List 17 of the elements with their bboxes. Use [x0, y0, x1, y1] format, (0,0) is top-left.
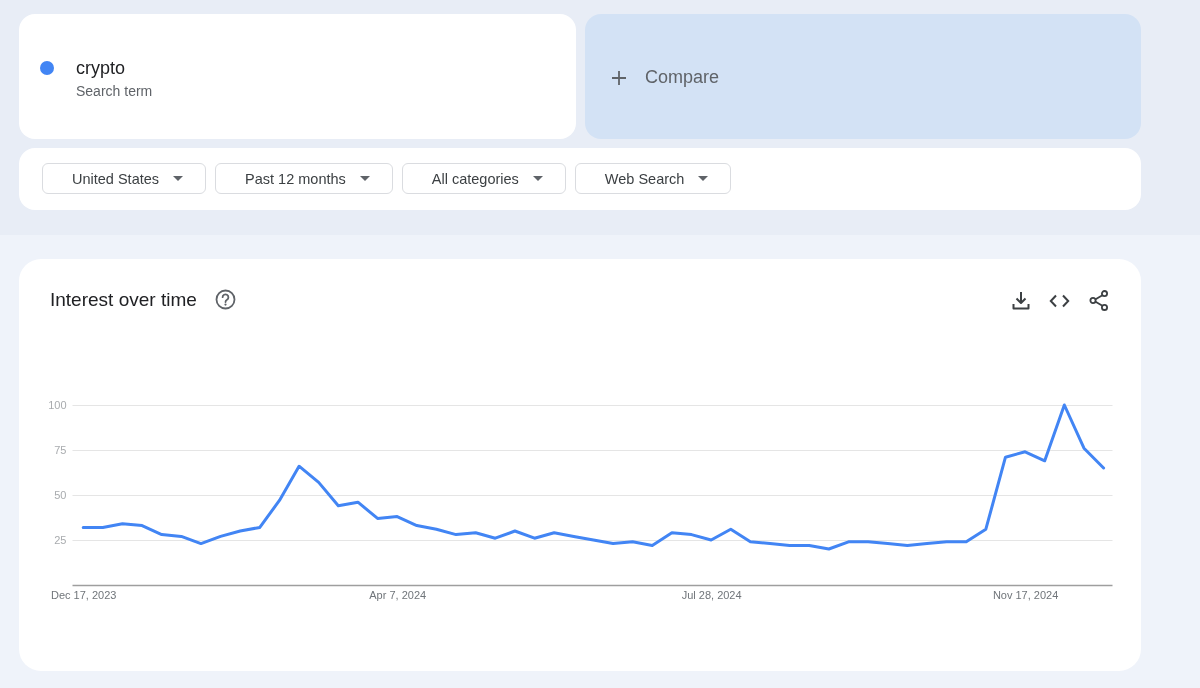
chart-title: Interest over time	[50, 289, 197, 311]
text: Search term	[76, 83, 153, 99]
line-series	[81, 403, 1106, 551]
x-tick-label: Dec 17, 2023	[50, 588, 117, 601]
y-tick-label: 25	[54, 533, 67, 546]
dropdown-button[interactable]: Past 12 months	[215, 163, 393, 194]
y-tick-label: 50	[54, 488, 67, 501]
dropdown-button[interactable]: Web Search	[574, 163, 732, 194]
x-tick-label: Nov 17, 2024	[992, 588, 1059, 601]
dropdown-button[interactable]: United States	[42, 163, 207, 194]
legend-label: crypto	[76, 57, 126, 79]
x-tick-label: Jul 28, 2024	[681, 588, 742, 601]
y-tick-label: 75	[54, 443, 67, 456]
y-tick-label: 100	[48, 398, 67, 411]
dropdown-button[interactable]: All categories	[401, 163, 566, 194]
compare-button[interactable]: Compare	[585, 14, 1141, 139]
x-tick-label: Apr 7, 2024	[369, 588, 427, 601]
